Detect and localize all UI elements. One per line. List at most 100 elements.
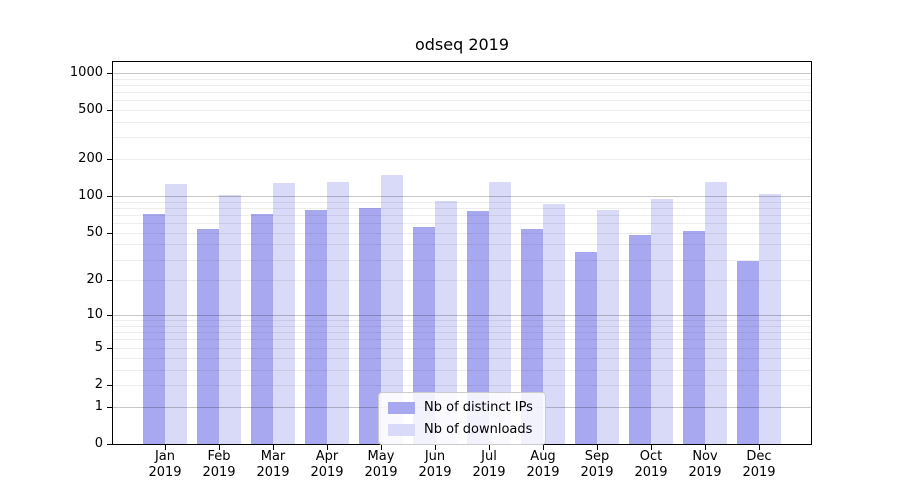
gridline-major bbox=[113, 196, 811, 197]
y-tick-label: 50 bbox=[86, 225, 103, 240]
y-tick-label: 2 bbox=[94, 377, 103, 392]
bar-downloads bbox=[435, 200, 457, 444]
y-tick-label: 500 bbox=[78, 102, 103, 117]
x-tick-mark bbox=[759, 445, 760, 450]
gridline-minor bbox=[113, 280, 811, 281]
bar-distinct-ips bbox=[737, 261, 759, 444]
legend-label-distinct-ips: Nb of distinct IPs bbox=[424, 400, 533, 415]
y-tick-label: 0 bbox=[94, 436, 103, 451]
bar-downloads bbox=[219, 195, 241, 444]
bars-layer bbox=[113, 62, 811, 444]
bar-distinct-ips bbox=[413, 226, 435, 444]
legend: Nb of distinct IPs Nb of downloads bbox=[378, 392, 546, 445]
x-tick-mark bbox=[327, 445, 328, 450]
chart-title: odseq 2019 bbox=[414, 35, 510, 54]
gridline-minor bbox=[113, 339, 811, 340]
bar-downloads bbox=[489, 181, 511, 444]
gridline-minor bbox=[113, 208, 811, 209]
gridline-minor bbox=[113, 159, 811, 160]
x-tick-mark bbox=[543, 445, 544, 450]
gridline-minor bbox=[113, 79, 811, 80]
y-tick-label: 100 bbox=[78, 188, 103, 203]
x-tick-mark bbox=[381, 445, 382, 450]
x-tick-mark bbox=[165, 445, 166, 450]
y-tick-mark bbox=[107, 348, 112, 349]
bar-distinct-ips bbox=[143, 214, 165, 444]
y-tick-mark bbox=[107, 73, 112, 74]
bar-distinct-ips bbox=[251, 213, 273, 444]
gridline-minor bbox=[113, 260, 811, 261]
plot-area: Nb of distinct IPs Nb of downloads bbox=[112, 61, 812, 445]
y-tick-label: 10 bbox=[86, 307, 103, 322]
legend-swatch-distinct-ips bbox=[388, 401, 415, 414]
legend-entry-distinct-ips: Nb of distinct IPs bbox=[388, 400, 533, 415]
x-tick-mark bbox=[219, 445, 220, 450]
y-tick-mark bbox=[107, 385, 112, 386]
bar-downloads bbox=[543, 204, 565, 444]
x-tick-label: Aug 2019 bbox=[526, 449, 560, 480]
y-tick-mark bbox=[107, 159, 112, 160]
y-tick-mark bbox=[107, 407, 112, 408]
gridline-minor bbox=[113, 223, 811, 224]
bar-distinct-ips bbox=[359, 207, 381, 444]
legend-entry-downloads: Nb of downloads bbox=[388, 422, 533, 437]
legend-swatch-downloads bbox=[388, 423, 415, 436]
bar-distinct-ips bbox=[197, 228, 219, 444]
x-tick-label: Jul 2019 bbox=[472, 449, 506, 480]
y-tick-mark bbox=[107, 280, 112, 281]
y-tick-mark bbox=[107, 444, 112, 445]
bar-downloads bbox=[651, 199, 673, 444]
bar-distinct-ips bbox=[305, 209, 327, 444]
y-tick-mark bbox=[107, 110, 112, 111]
gridline-major bbox=[113, 315, 811, 316]
y-tick-mark bbox=[107, 315, 112, 316]
gridline-minor bbox=[113, 137, 811, 138]
y-tick-mark bbox=[107, 233, 112, 234]
x-tick-label: Dec 2019 bbox=[742, 449, 776, 480]
gridline-minor bbox=[113, 385, 811, 386]
x-tick-label: Nov 2019 bbox=[688, 449, 722, 480]
bar-distinct-ips bbox=[575, 251, 597, 444]
bar-downloads bbox=[705, 181, 727, 444]
gridline-minor bbox=[113, 326, 811, 327]
gridline-minor bbox=[113, 348, 811, 349]
y-tick-label: 1000 bbox=[69, 65, 103, 80]
y-tick-label: 5 bbox=[94, 340, 103, 355]
x-tick-mark bbox=[273, 445, 274, 450]
bar-distinct-ips bbox=[683, 230, 705, 444]
gridline-minor bbox=[113, 122, 811, 123]
x-tick-label: May 2019 bbox=[364, 449, 398, 480]
gridline-minor bbox=[113, 370, 811, 371]
bar-distinct-ips bbox=[467, 211, 489, 444]
gridline-minor bbox=[113, 233, 811, 234]
gridline-major bbox=[113, 73, 811, 74]
gridline-minor bbox=[113, 100, 811, 101]
bar-downloads bbox=[273, 182, 295, 444]
x-tick-mark bbox=[705, 445, 706, 450]
gridline-minor bbox=[113, 244, 811, 245]
gridlines-layer bbox=[113, 62, 811, 444]
y-tick-label: 1 bbox=[94, 399, 103, 414]
bar-distinct-ips bbox=[521, 228, 543, 444]
bar-downloads bbox=[759, 193, 781, 444]
x-tick-mark bbox=[435, 445, 436, 450]
y-tick-label: 20 bbox=[86, 272, 103, 287]
x-tick-mark bbox=[651, 445, 652, 450]
gridline-minor bbox=[113, 332, 811, 333]
gridline-minor bbox=[113, 85, 811, 86]
x-tick-label: Jun 2019 bbox=[418, 449, 452, 480]
bar-distinct-ips bbox=[629, 234, 651, 444]
gridline-minor bbox=[113, 215, 811, 216]
gridline-minor bbox=[113, 92, 811, 93]
bar-downloads bbox=[165, 184, 187, 444]
x-tick-label: Jan 2019 bbox=[148, 449, 182, 480]
x-tick-label: Mar 2019 bbox=[256, 449, 290, 480]
gridline-minor bbox=[113, 202, 811, 203]
gridline-minor bbox=[113, 320, 811, 321]
x-tick-label: Oct 2019 bbox=[634, 449, 668, 480]
x-tick-mark bbox=[597, 445, 598, 450]
bar-downloads bbox=[327, 182, 349, 444]
y-tick-label: 200 bbox=[78, 151, 103, 166]
legend-label-downloads: Nb of downloads bbox=[424, 422, 533, 437]
